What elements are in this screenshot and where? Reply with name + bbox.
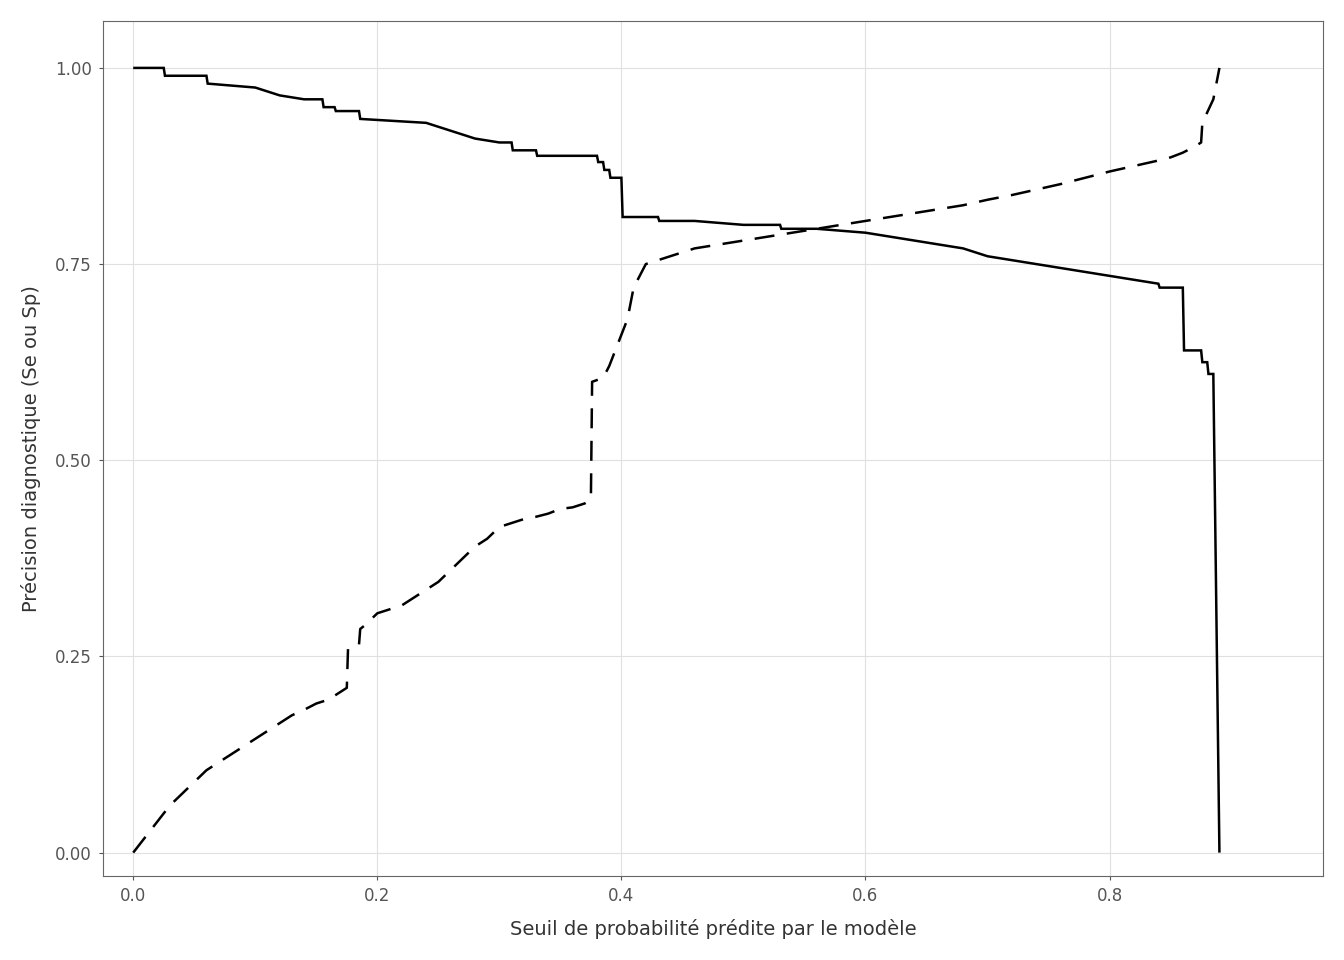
X-axis label: Seuil de probabilité prédite par le modèle: Seuil de probabilité prédite par le modè… [509,919,917,939]
Y-axis label: Précision diagnostique (Se ou Sp): Précision diagnostique (Se ou Sp) [22,285,40,612]
